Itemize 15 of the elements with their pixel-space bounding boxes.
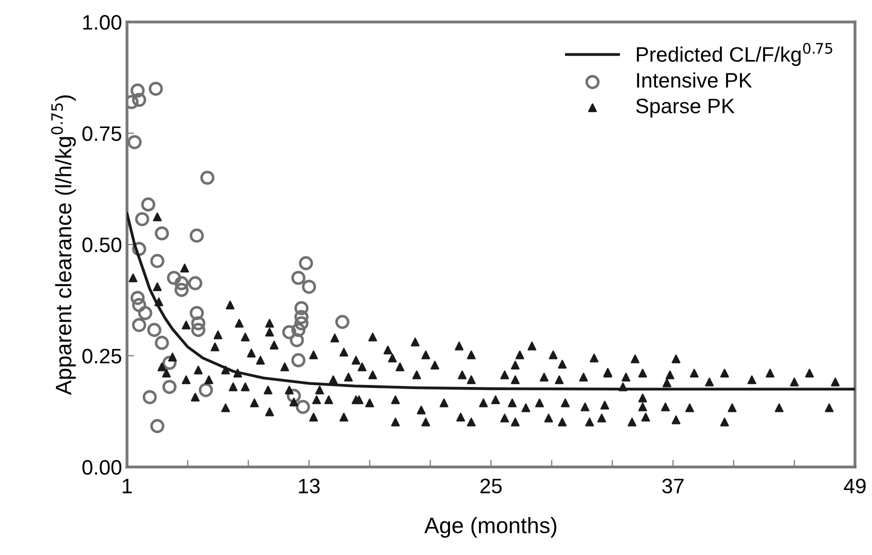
y-tick-label: 0.50 — [82, 238, 122, 252]
y-tick-label: 0.25 — [82, 348, 122, 364]
y-tick-label: 0.75 — [82, 126, 122, 142]
legend-label: Intensive PK — [637, 72, 752, 88]
x-tick-label: 37 — [662, 478, 684, 494]
x-tick-label: 1 — [122, 478, 132, 494]
y-tick-label: 1.00 — [83, 15, 122, 30]
legend-label: Sparse PK — [636, 98, 735, 118]
x-tick-label: 49 — [844, 478, 866, 494]
y-axis-title: Apparent clearance (l/h/kg$^{0.75}$) — [51, 95, 76, 396]
legend-label: Predicted CL/F/kg$^{0.75}$ — [636, 42, 832, 66]
x-axis-title: Age (months) — [424, 516, 556, 538]
x-tick-label: 13 — [299, 478, 320, 494]
x-tick-label: 25 — [480, 478, 502, 494]
y-tick-label: 0.00 — [82, 460, 122, 475]
